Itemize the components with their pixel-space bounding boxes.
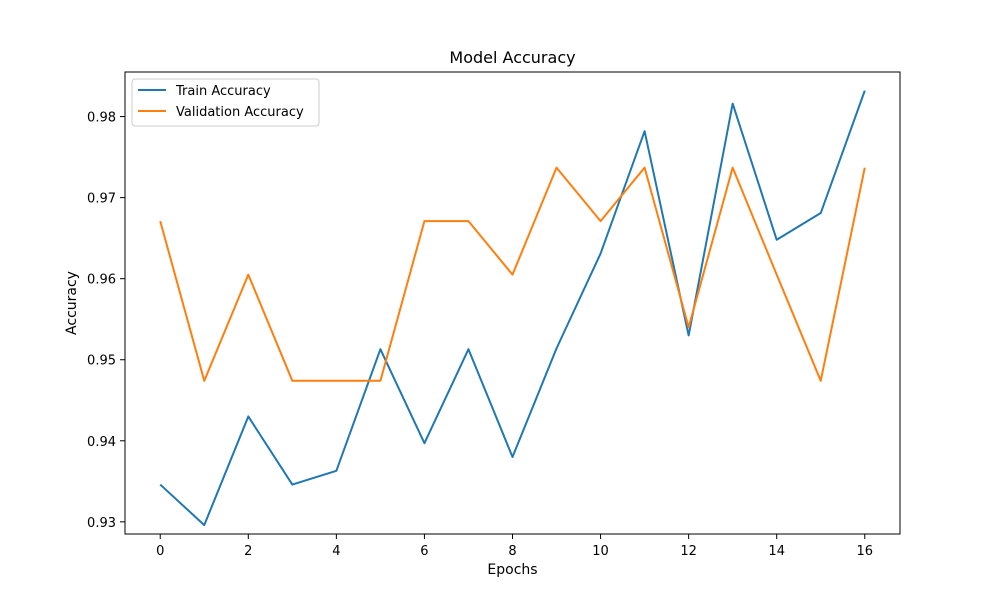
y-tick-label: 0.96 — [87, 273, 116, 288]
y-tick-label: 0.94 — [87, 435, 116, 450]
x-tick-label: 14 — [768, 544, 785, 559]
y-axis-ticks: 0.93 0.94 0.95 0.96 0.97 0.98 — [87, 111, 125, 531]
legend: Train Accuracy Validation Accuracy — [131, 78, 320, 127]
y-tick-label: 0.93 — [87, 516, 116, 531]
x-tick-label: 6 — [420, 544, 428, 559]
x-axis-label: Epochs — [487, 562, 537, 578]
x-tick-label: 10 — [592, 544, 609, 559]
series-line-validation-accuracy — [159, 166, 866, 382]
plot-area-frame — [124, 71, 901, 535]
x-tick-label: 12 — [680, 544, 697, 559]
legend-label-train-accuracy: Train Accuracy — [175, 84, 271, 99]
legend-label-validation-accuracy: Validation Accuracy — [176, 105, 304, 120]
y-tick-label: 0.97 — [87, 192, 116, 207]
series-line-train-accuracy — [159, 90, 866, 527]
x-tick-label: 8 — [508, 544, 516, 559]
x-tick-label: 2 — [244, 544, 252, 559]
chart-title: Model Accuracy — [449, 48, 575, 67]
y-axis-label: Accuracy — [64, 271, 80, 335]
x-tick-label: 4 — [332, 544, 340, 559]
y-tick-label: 0.95 — [87, 354, 116, 369]
legend-entries: Train Accuracy Validation Accuracy — [138, 84, 304, 120]
series-layer — [159, 90, 866, 527]
legend-box — [131, 78, 320, 127]
x-tick-label: 0 — [156, 544, 164, 559]
x-tick-label: 16 — [856, 544, 873, 559]
x-axis-ticks: 0 2 4 6 8 10 12 14 16 — [156, 534, 873, 559]
y-tick-label: 0.98 — [87, 111, 116, 126]
